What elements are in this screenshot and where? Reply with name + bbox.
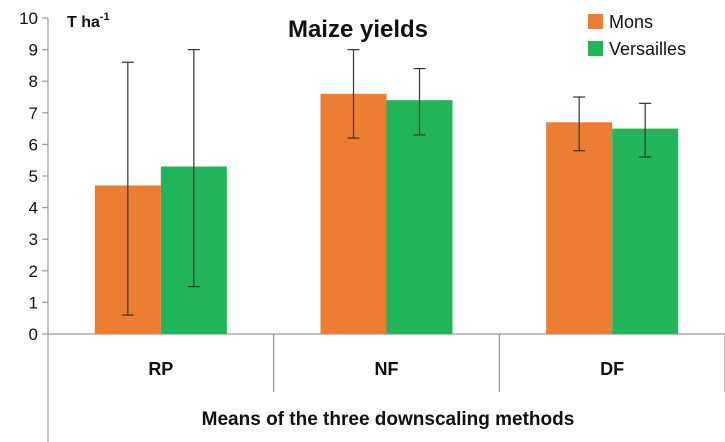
y-tick-label: 3: [29, 230, 38, 249]
legend-swatch-mons: [588, 14, 603, 29]
chart-labels: Maize yields T ha-1 Means of the three d…: [67, 11, 574, 430]
x-category-label: DF: [600, 359, 624, 379]
y-tick-label: 6: [29, 135, 38, 154]
bar-versailles-nf: [386, 100, 453, 334]
y-axis-unit-superscript: -1: [100, 11, 110, 23]
y-tick-label: 2: [29, 262, 38, 281]
chart-title: Maize yields: [288, 16, 428, 43]
y-axis-unit: T ha-1: [67, 11, 110, 31]
y-tick-label: 10: [19, 9, 38, 28]
chart-bars: [94, 93, 679, 334]
y-axis-unit-text: T ha: [67, 14, 100, 31]
legend-label-mons: Mons: [609, 12, 653, 32]
chart-legend: Mons Versailles: [588, 12, 686, 59]
x-axis-label: Means of the three downscaling methods: [202, 409, 575, 430]
chart-error-bars: [121, 48, 652, 316]
y-tick-label: 5: [29, 167, 38, 186]
y-tick-label: 0: [29, 325, 38, 344]
legend-label-versailles: Versailles: [609, 39, 686, 59]
bar-mons-df: [546, 122, 613, 334]
legend-swatch-versailles: [588, 41, 603, 56]
y-tick-label: 4: [29, 199, 38, 218]
y-tick-label: 7: [29, 104, 38, 123]
y-tick-label: 8: [29, 72, 38, 91]
bar-versailles-df: [612, 128, 679, 334]
x-category-label: RP: [148, 359, 173, 379]
y-tick-label: 1: [29, 293, 38, 312]
y-tick-label: 9: [29, 41, 38, 60]
x-category-label: NF: [375, 359, 399, 379]
